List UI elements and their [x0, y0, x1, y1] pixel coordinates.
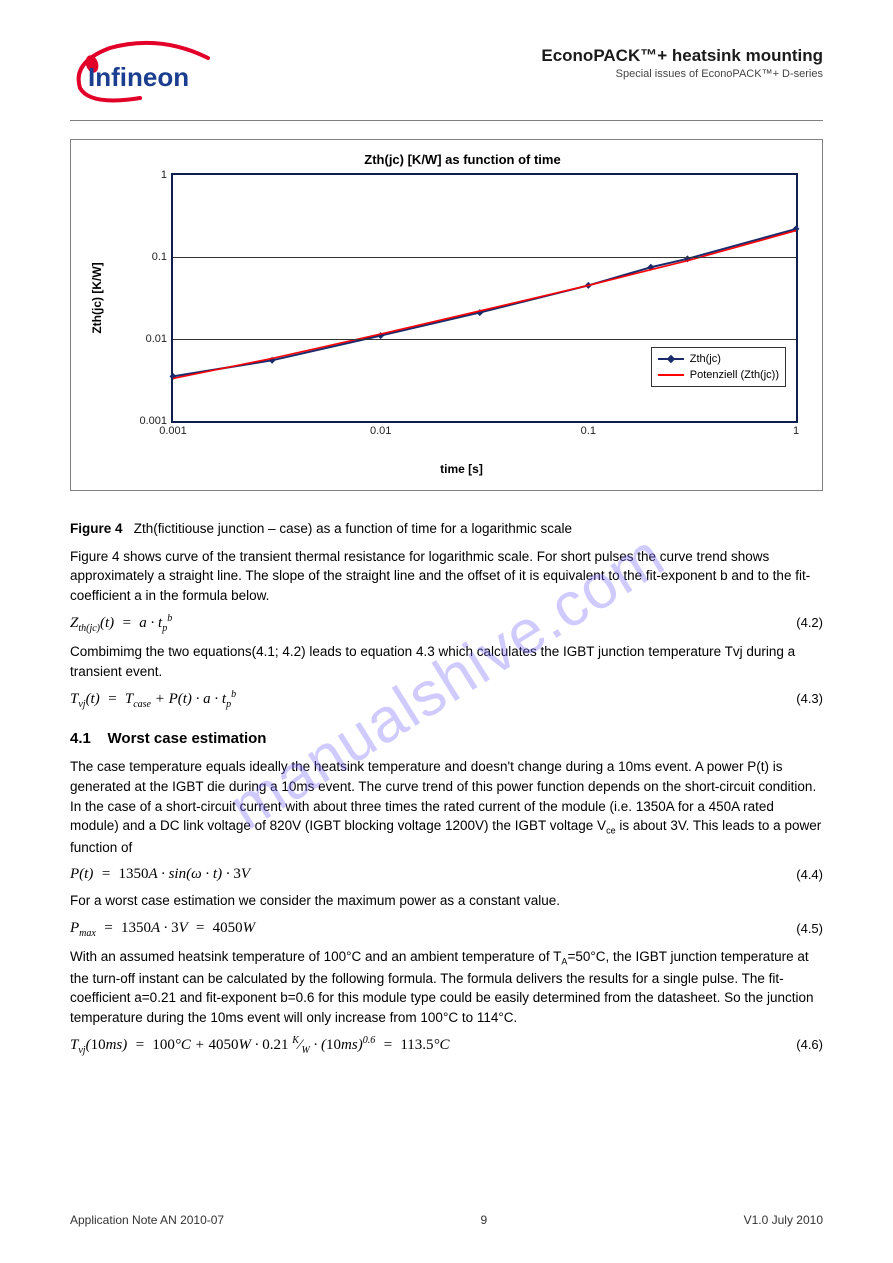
doc-subtitle: Special issues of EconoPACK™+ D-series	[238, 68, 823, 80]
section-number: 4.1	[70, 730, 91, 747]
footer-right: V1.0 July 2010	[744, 1213, 823, 1227]
equation-4-2: Zth(jc)(t) = a · tpb (4.2)	[70, 613, 823, 634]
paragraph-4: For a worst case estimation we consider …	[70, 891, 823, 911]
figure-caption: Figure 4 Zth(fictitiouse junction – case…	[70, 519, 823, 539]
chart-title: Zth(jc) [K/W] as function of time	[127, 152, 798, 167]
equation-4-3: Tvj(t) = Tcase + P(t) · a · tpb (4.3)	[70, 689, 823, 710]
svg-text:Infineon: Infineon	[88, 62, 189, 92]
eq-no-4-5: (4.5)	[796, 921, 823, 936]
eq-no-4-2: (4.2)	[796, 615, 823, 630]
x-tick-label: 0.001	[159, 421, 187, 437]
x-tick-label: 1	[793, 421, 799, 437]
y-tick-label: 1	[161, 169, 173, 181]
figure-label: Figure 4	[70, 521, 123, 536]
zth-chart: Zth(jc) [K/W] as function of time Zth(jc…	[70, 139, 823, 491]
footer-center: 9	[481, 1213, 488, 1227]
y-tick-label: 0.01	[146, 333, 173, 345]
section-title: Worst case estimation	[108, 730, 267, 747]
y-tick-label: 0.1	[152, 251, 173, 263]
x-tick-label: 0.1	[581, 421, 596, 437]
paragraph-5: With an assumed heatsink temperature of …	[70, 947, 823, 1027]
chart-x-label: time [s]	[440, 462, 483, 476]
plot-area: Zth(jc)Potenziell (Zth(jc)) 0.0010.010.1…	[171, 173, 798, 423]
equation-4-4: P(t) = 1350A · sin(ω · t) · 3V (4.4)	[70, 865, 823, 883]
eq-no-4-6: (4.6)	[796, 1037, 823, 1052]
chart-legend: Zth(jc)Potenziell (Zth(jc))	[651, 347, 786, 387]
paragraph-1: Figure 4 shows curve of the transient th…	[70, 547, 823, 606]
section-heading: 4.1 Worst case estimation	[70, 730, 823, 747]
infineon-logo: Infineon	[70, 40, 218, 114]
page-header: Infineon EconoPACK™+ heatsink mounting S…	[70, 40, 823, 114]
eq-no-4-4: (4.4)	[796, 867, 823, 882]
eq-no-4-3: (4.3)	[796, 691, 823, 706]
page-footer: Application Note AN 2010-07 9 V1.0 July …	[70, 1213, 823, 1227]
legend-row: Potenziell (Zth(jc))	[658, 367, 779, 383]
equation-4-5: Pmax = 1350A · 3V = 4050W (4.5)	[70, 919, 823, 939]
chart-y-label: Zth(jc) [K/W]	[90, 262, 104, 333]
paragraph-3: The case temperature equals ideally the …	[70, 757, 823, 857]
equation-4-6: Tvj(10ms) = 100°C + 4050W · 0.21 K⁄W · (…	[70, 1035, 823, 1056]
x-tick-label: 0.01	[370, 421, 391, 437]
footer-left: Application Note AN 2010-07	[70, 1213, 224, 1227]
header-rule	[70, 120, 823, 121]
legend-row: Zth(jc)	[658, 351, 779, 367]
paragraph-2: Combimimg the two equations(4.1; 4.2) le…	[70, 642, 823, 681]
doc-title: EconoPACK™+ heatsink mounting	[238, 46, 823, 66]
figure-text: Zth(fictitiouse junction – case) as a fu…	[134, 521, 572, 536]
